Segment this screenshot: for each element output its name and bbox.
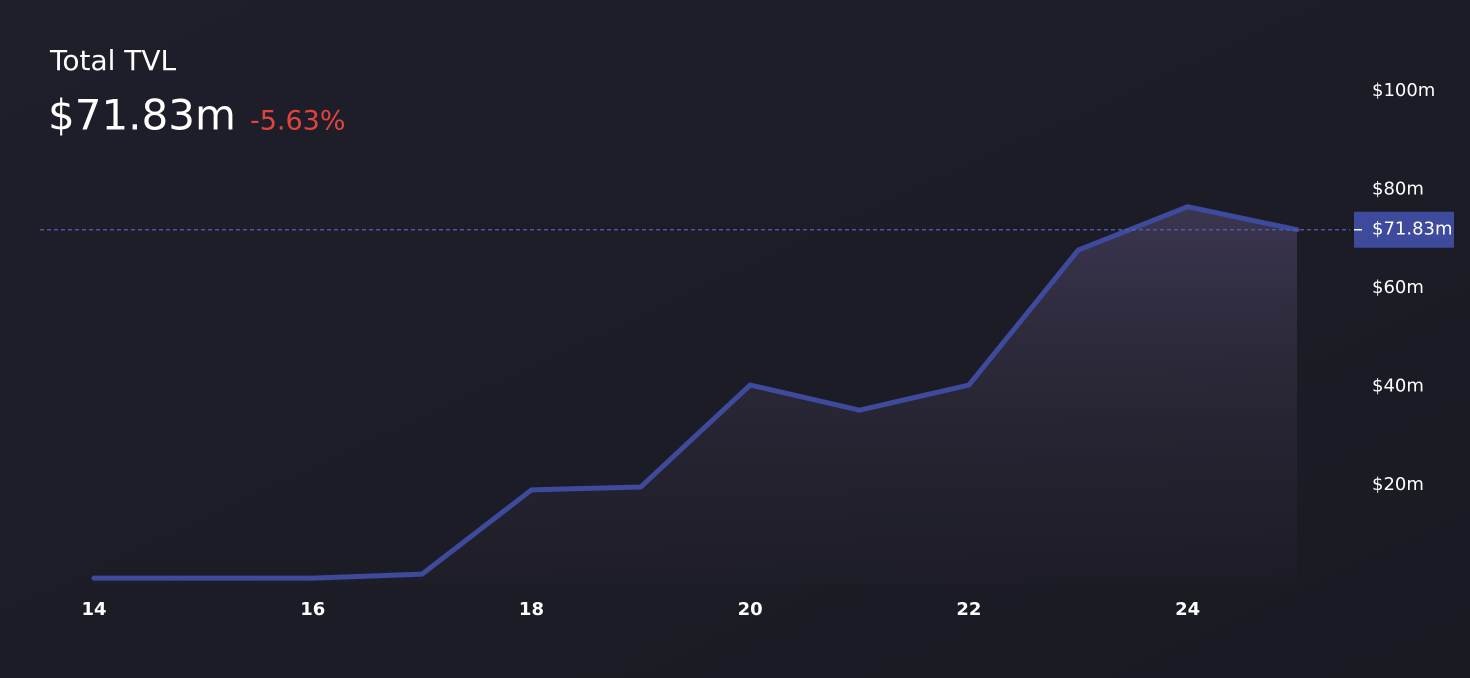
line	[91, 204, 1300, 581]
current-value-badge	[1354, 211, 1454, 248]
y-tick-label: $40m	[1372, 376, 1424, 397]
current-value-label: $71.83m	[1372, 219, 1453, 240]
headline-value: $71.83m	[48, 91, 236, 140]
y-tick-label: $20m	[1372, 474, 1424, 495]
chart-title: Total TVL	[49, 44, 177, 77]
x-tick-label: 16	[300, 599, 325, 620]
x-tick-label: 14	[81, 599, 106, 620]
x-tick-label: 22	[956, 599, 981, 620]
y-tick-label: $80m	[1372, 179, 1424, 200]
y-tick-label: $60m	[1372, 277, 1424, 298]
y-tick-label: $100m	[1372, 80, 1435, 101]
x-tick-label: 18	[519, 599, 544, 620]
x-tick-label: 24	[1175, 599, 1200, 620]
x-tick-label: 20	[738, 599, 763, 620]
area-fill	[94, 206, 1297, 584]
change-value: -5.63%	[250, 106, 346, 137]
